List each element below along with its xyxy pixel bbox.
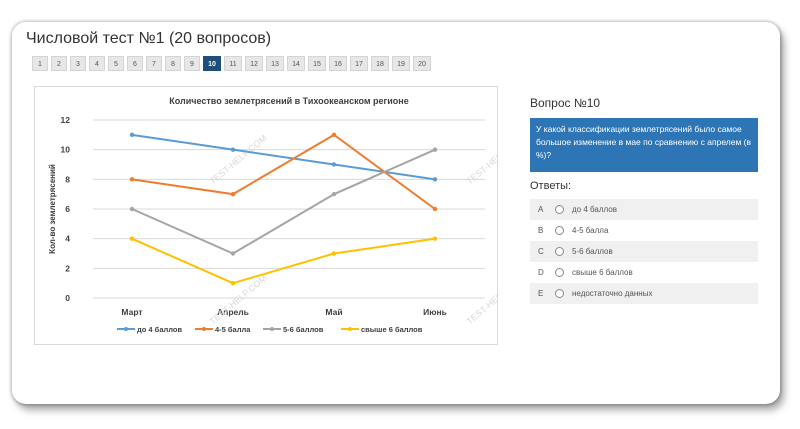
page-button-15[interactable]: 15 (308, 56, 326, 71)
page-button-17[interactable]: 17 (350, 56, 368, 71)
legend-marker (270, 327, 274, 331)
y-tick-label: 12 (61, 115, 71, 125)
page-button-11[interactable]: 11 (224, 56, 242, 71)
answer-option-c[interactable]: C 5-6 баллов (530, 241, 758, 262)
page-button-13[interactable]: 13 (266, 56, 284, 71)
page-button-18[interactable]: 18 (371, 56, 389, 71)
radio-icon[interactable] (555, 289, 564, 298)
page-button-8[interactable]: 8 (165, 56, 181, 71)
y-tick-label: 0 (65, 293, 70, 303)
data-point (230, 251, 236, 256)
data-point (331, 132, 337, 138)
page-button-14[interactable]: 14 (287, 56, 305, 71)
legend-label: 4-5 балла (215, 325, 251, 334)
data-point (129, 177, 135, 182)
series-line-1 (131, 133, 436, 181)
page-title: Числовой тест №1 (20 вопросов) (26, 30, 272, 47)
data-point (129, 206, 135, 212)
watermark: TEST-HELP.COM (465, 273, 497, 327)
answer-letter: C (538, 247, 544, 256)
page-button-3[interactable]: 3 (70, 56, 86, 71)
legend-marker (202, 327, 206, 331)
data-point (129, 132, 135, 138)
answer-letter: D (538, 268, 544, 277)
radio-icon[interactable] (555, 205, 564, 214)
page-button-12[interactable]: 12 (245, 56, 263, 71)
page-button-1[interactable]: 1 (32, 56, 48, 71)
x-tick-label: Май (325, 307, 342, 317)
legend-label: до 4 баллов (137, 325, 182, 334)
y-tick-label: 6 (65, 204, 70, 214)
data-point (129, 236, 135, 241)
data-point (230, 191, 236, 197)
legend-marker (348, 327, 352, 331)
page-button-16[interactable]: 16 (329, 56, 347, 71)
page-button-10[interactable]: 10 (203, 56, 221, 71)
answer-text: 4-5 балла (572, 226, 609, 235)
y-tick-label: 2 (65, 263, 70, 273)
answer-letter: E (538, 289, 544, 298)
data-point (230, 147, 236, 152)
answer-option-b[interactable]: B 4-5 балла (530, 220, 758, 241)
data-point (331, 162, 337, 167)
data-point (432, 236, 438, 241)
y-tick-label: 8 (65, 174, 70, 184)
answer-letter: B (538, 226, 544, 235)
radio-icon[interactable] (555, 226, 564, 235)
page-button-19[interactable]: 19 (392, 56, 410, 71)
question-text: У какой классификации землетрясений было… (530, 118, 758, 172)
data-point (331, 191, 337, 197)
data-point (432, 147, 438, 152)
chart-title: Количество землетрясений в Тихоокеанском… (169, 96, 409, 106)
answer-text: 5-6 баллов (572, 247, 613, 256)
radio-icon[interactable] (555, 247, 564, 256)
page-button-9[interactable]: 9 (184, 56, 200, 71)
line-chart: Количество землетрясений в Тихоокеанском… (48, 96, 497, 334)
watermark: TEST-HELP.COM (465, 133, 497, 187)
answer-letter: A (538, 205, 544, 214)
question-title: Вопрос №10 (530, 96, 601, 110)
legend-marker (124, 327, 128, 331)
x-tick-label: Март (121, 307, 142, 317)
radio-icon[interactable] (555, 268, 564, 277)
page-button-2[interactable]: 2 (51, 56, 67, 71)
answers-title: Ответы: (530, 180, 572, 192)
data-point (331, 251, 337, 256)
data-point (432, 177, 438, 182)
legend-label: свыше 6 баллов (361, 325, 423, 334)
x-tick-label: Апрель (217, 307, 249, 317)
legend-label: 5-6 баллов (283, 325, 324, 334)
page-button-4[interactable]: 4 (89, 56, 105, 71)
answer-text: свыше 6 баллов (572, 268, 633, 277)
y-axis-label: Кол-во землетрясений (48, 164, 57, 254)
question-pager: 1 2 3 4 5 6 7 8 9 10 11 12 13 14 15 16 17 18 19 20 (32, 56, 431, 71)
answer-text: до 4 баллов (572, 205, 617, 214)
data-point (432, 206, 438, 212)
y-tick-label: 4 (65, 234, 70, 244)
y-tick-label: 10 (61, 145, 71, 155)
series-line-4 (131, 237, 436, 285)
page-button-6[interactable]: 6 (127, 56, 143, 71)
x-tick-label: Июнь (423, 307, 447, 317)
answer-text: недостаточно данных (572, 289, 653, 298)
page-button-7[interactable]: 7 (146, 56, 162, 71)
series-line-3 (131, 148, 436, 255)
page-button-5[interactable]: 5 (108, 56, 124, 71)
page-button-20[interactable]: 20 (413, 56, 431, 71)
data-point (230, 280, 236, 286)
chart-container: Количество землетрясений в Тихоокеанском… (34, 86, 498, 345)
